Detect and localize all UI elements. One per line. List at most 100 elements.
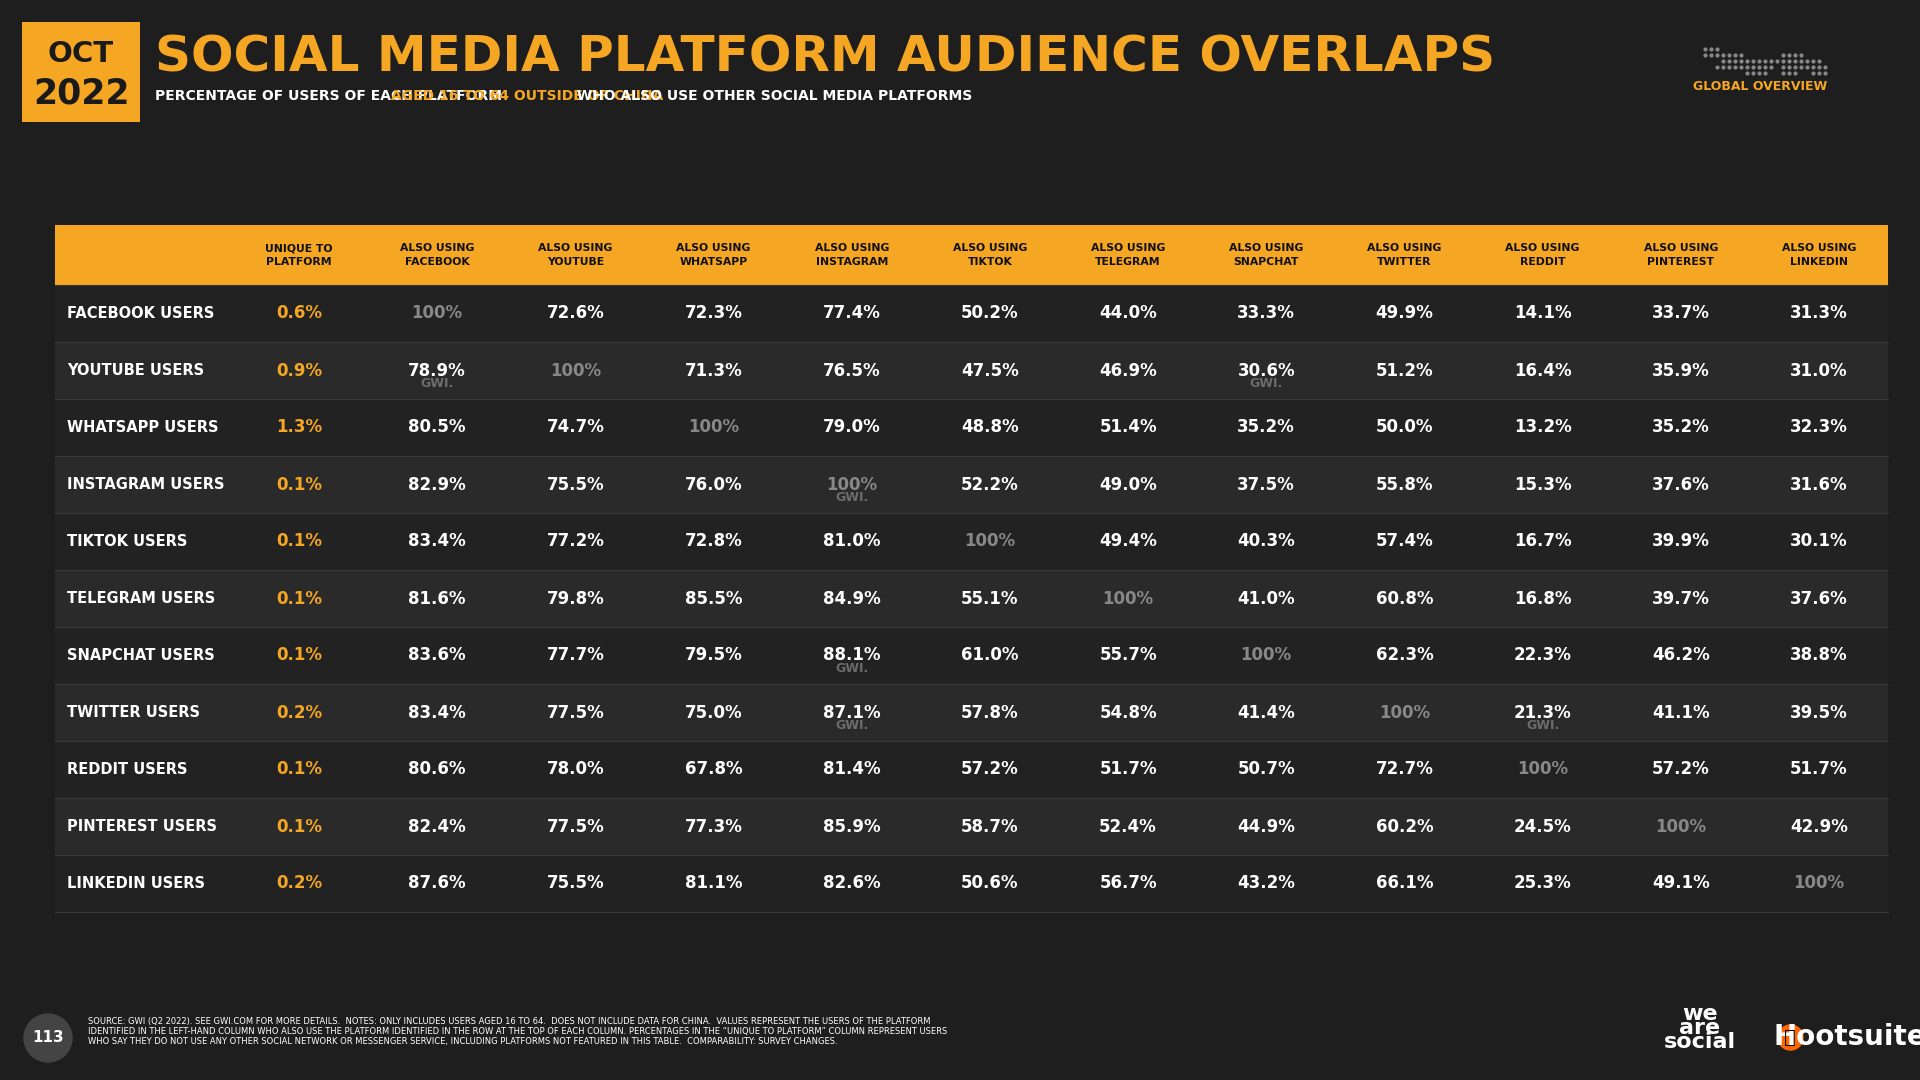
Text: 46.9%: 46.9% — [1100, 362, 1158, 379]
Text: 60.2%: 60.2% — [1375, 818, 1432, 836]
Text: 35.2%: 35.2% — [1236, 418, 1296, 436]
Text: 82.4%: 82.4% — [409, 818, 467, 836]
Text: 100%: 100% — [826, 475, 877, 494]
Text: 75.0%: 75.0% — [685, 703, 743, 721]
Text: FACEBOOK USERS: FACEBOOK USERS — [67, 306, 215, 321]
Text: 79.0%: 79.0% — [824, 418, 881, 436]
FancyBboxPatch shape — [56, 225, 1887, 285]
Text: 87.1%: 87.1% — [824, 703, 881, 721]
Text: 37.5%: 37.5% — [1236, 475, 1296, 494]
Text: ALSO USING
PINTEREST: ALSO USING PINTEREST — [1644, 243, 1718, 267]
Text: ALSO USING
LINKEDIN: ALSO USING LINKEDIN — [1782, 243, 1857, 267]
Text: GWI.: GWI. — [835, 662, 868, 675]
Text: 35.2%: 35.2% — [1651, 418, 1709, 436]
Text: we: we — [1682, 1004, 1718, 1024]
Text: 15.3%: 15.3% — [1513, 475, 1571, 494]
Text: ALSO USING
YOUTUBE: ALSO USING YOUTUBE — [538, 243, 612, 267]
Text: ALSO USING
TWITTER: ALSO USING TWITTER — [1367, 243, 1442, 267]
Text: 100%: 100% — [964, 532, 1016, 551]
Text: TWITTER USERS: TWITTER USERS — [67, 705, 200, 720]
Text: 100%: 100% — [1655, 818, 1707, 836]
FancyBboxPatch shape — [56, 684, 1887, 741]
Text: 77.5%: 77.5% — [547, 818, 605, 836]
Text: GWI.: GWI. — [420, 377, 453, 390]
Text: 52.4%: 52.4% — [1100, 818, 1158, 836]
Text: 13.2%: 13.2% — [1513, 418, 1571, 436]
Text: 39.9%: 39.9% — [1651, 532, 1709, 551]
Text: 85.5%: 85.5% — [685, 590, 743, 607]
Text: 51.4%: 51.4% — [1100, 418, 1158, 436]
Text: 55.7%: 55.7% — [1100, 647, 1158, 664]
Text: 113: 113 — [33, 1030, 63, 1045]
Text: OCT: OCT — [48, 40, 113, 68]
Text: 16.4%: 16.4% — [1513, 362, 1571, 379]
Text: 25.3%: 25.3% — [1513, 875, 1571, 892]
Text: ALSO USING
TELEGRAM: ALSO USING TELEGRAM — [1091, 243, 1165, 267]
Text: 77.5%: 77.5% — [547, 703, 605, 721]
Text: 56.7%: 56.7% — [1100, 875, 1158, 892]
Text: 0.1%: 0.1% — [276, 475, 323, 494]
Text: 100%: 100% — [1240, 647, 1292, 664]
Text: 81.1%: 81.1% — [685, 875, 743, 892]
Text: 44.9%: 44.9% — [1236, 818, 1296, 836]
Text: 71.3%: 71.3% — [685, 362, 743, 379]
Text: 51.7%: 51.7% — [1100, 760, 1158, 779]
Text: 0.2%: 0.2% — [276, 703, 323, 721]
Text: 0.1%: 0.1% — [276, 532, 323, 551]
Circle shape — [23, 1014, 73, 1062]
Text: 1.3%: 1.3% — [276, 418, 323, 436]
Text: 84.9%: 84.9% — [824, 590, 881, 607]
Text: IDENTIFIED IN THE LEFT-HAND COLUMN WHO ALSO USE THE PLATFORM IDENTIFIED IN THE R: IDENTIFIED IN THE LEFT-HAND COLUMN WHO A… — [88, 1027, 947, 1036]
Text: 81.0%: 81.0% — [824, 532, 881, 551]
Text: PERCENTAGE OF USERS OF EACH PLATFORM: PERCENTAGE OF USERS OF EACH PLATFORM — [156, 89, 507, 103]
Text: 60.8%: 60.8% — [1375, 590, 1432, 607]
Text: 62.3%: 62.3% — [1375, 647, 1434, 664]
Text: 72.6%: 72.6% — [547, 305, 605, 323]
Text: ALSO USING
WHATSAPP: ALSO USING WHATSAPP — [676, 243, 751, 267]
Text: 100%: 100% — [549, 362, 601, 379]
Text: 58.7%: 58.7% — [962, 818, 1020, 836]
Text: 85.9%: 85.9% — [824, 818, 881, 836]
Text: 38.8%: 38.8% — [1789, 647, 1847, 664]
Text: 31.6%: 31.6% — [1789, 475, 1847, 494]
Text: GWI.: GWI. — [1526, 718, 1559, 731]
Text: 57.2%: 57.2% — [1651, 760, 1709, 779]
FancyBboxPatch shape — [56, 855, 1887, 912]
Text: 30.6%: 30.6% — [1236, 362, 1296, 379]
Text: 77.4%: 77.4% — [824, 305, 881, 323]
Text: 100%: 100% — [687, 418, 739, 436]
Text: 0.6%: 0.6% — [276, 305, 323, 323]
FancyBboxPatch shape — [21, 22, 140, 122]
Text: 49.4%: 49.4% — [1098, 532, 1158, 551]
Text: social: social — [1665, 1032, 1736, 1052]
Text: 22.3%: 22.3% — [1513, 647, 1572, 664]
Text: 41.0%: 41.0% — [1236, 590, 1296, 607]
Text: 67.8%: 67.8% — [685, 760, 743, 779]
Text: ALSO USING
INSTAGRAM: ALSO USING INSTAGRAM — [814, 243, 889, 267]
Text: 82.6%: 82.6% — [824, 875, 881, 892]
Text: YOUTUBE USERS: YOUTUBE USERS — [67, 363, 204, 378]
FancyBboxPatch shape — [56, 798, 1887, 855]
Text: 100%: 100% — [1379, 703, 1430, 721]
Text: 72.8%: 72.8% — [685, 532, 743, 551]
Text: 80.5%: 80.5% — [409, 418, 467, 436]
Text: 43.2%: 43.2% — [1236, 875, 1296, 892]
Text: 37.6%: 37.6% — [1651, 475, 1709, 494]
Text: 41.1%: 41.1% — [1651, 703, 1709, 721]
FancyBboxPatch shape — [56, 570, 1887, 627]
Text: 31.0%: 31.0% — [1789, 362, 1847, 379]
Text: 79.8%: 79.8% — [547, 590, 605, 607]
Text: 100%: 100% — [411, 305, 463, 323]
FancyBboxPatch shape — [56, 456, 1887, 513]
Text: 55.8%: 55.8% — [1375, 475, 1432, 494]
Text: 77.3%: 77.3% — [685, 818, 743, 836]
Text: are: are — [1680, 1018, 1720, 1038]
FancyBboxPatch shape — [56, 399, 1887, 456]
Text: 72.3%: 72.3% — [685, 305, 743, 323]
Text: 82.9%: 82.9% — [409, 475, 467, 494]
Text: 66.1%: 66.1% — [1375, 875, 1432, 892]
Text: 49.9%: 49.9% — [1375, 305, 1434, 323]
Text: 54.8%: 54.8% — [1100, 703, 1158, 721]
Text: GLOBAL OVERVIEW: GLOBAL OVERVIEW — [1693, 80, 1828, 93]
FancyBboxPatch shape — [56, 627, 1887, 684]
